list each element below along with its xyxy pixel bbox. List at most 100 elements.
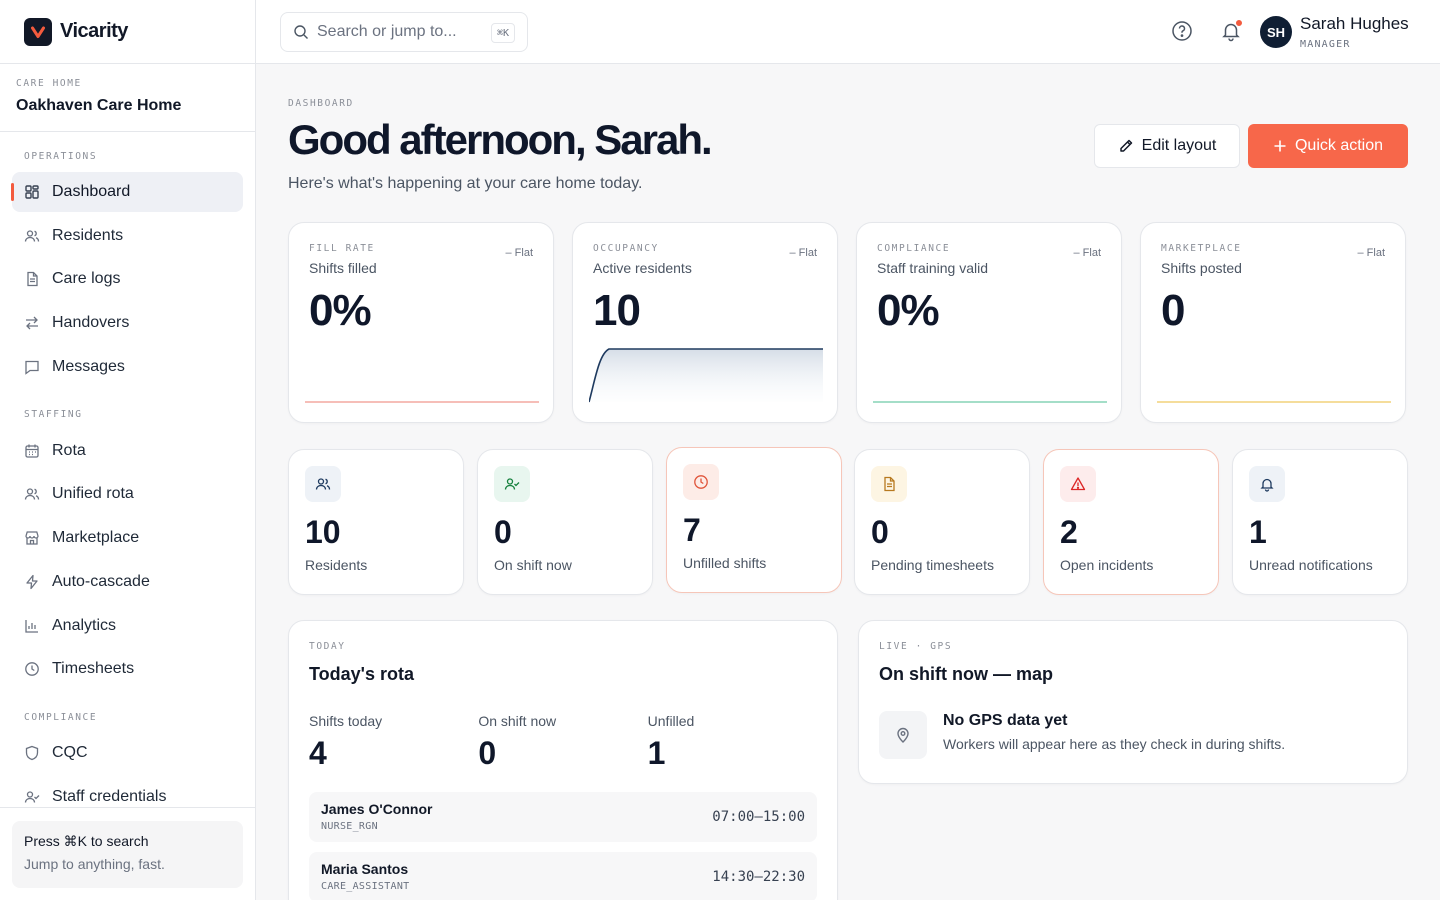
stat-card-residents[interactable]: 10 Residents	[288, 449, 464, 595]
stat-label: Pending timesheets	[871, 557, 994, 573]
edit-layout-button[interactable]: Edit layout	[1094, 124, 1240, 168]
shift-worker-name: James O'Connor	[321, 801, 433, 817]
search-shortcut-tip[interactable]: Press ⌘K to search Jump to anything, fas…	[12, 821, 243, 888]
message-icon	[24, 359, 40, 375]
page-eyebrow: DASHBOARD	[288, 98, 354, 109]
bell-icon[interactable]	[1220, 19, 1243, 42]
kpi-label: Staff training valid	[877, 260, 989, 276]
sidebar-footer: Press ⌘K to search Jump to anything, fas…	[0, 807, 255, 900]
shift-row[interactable]: James O'Connor NURSE_RGN 07:00–15:00	[309, 792, 817, 842]
stat-value: 7	[683, 512, 701, 548]
care-home-name: Oakhaven Care Home	[16, 97, 182, 114]
kpi-value: 0%	[309, 286, 372, 335]
sidebar-item-unified-rota[interactable]: Unified rota	[12, 474, 243, 514]
kpi-label: Shifts posted	[1161, 260, 1242, 276]
topbar: ⌘K SH Sarah Hughes MANAGER	[256, 0, 1440, 64]
shift-worker-name: Maria Santos	[321, 861, 409, 877]
kpi-trend-badge: – Flat	[789, 247, 817, 259]
rota-stat-unfilled: Unfilled 1	[648, 713, 817, 772]
nav-section-title-text: COMPLIANCE	[24, 711, 98, 723]
shift-row[interactable]: Maria Santos CARE_ASSISTANT 14:30–22:30	[309, 852, 817, 900]
kpi-eyebrow: OCCUPANCY	[593, 243, 659, 254]
notification-dot	[1235, 19, 1243, 27]
kpi-card-compliance[interactable]: COMPLIANCE Staff training valid 0% – Fla…	[856, 222, 1122, 423]
avatar[interactable]: SH	[1260, 16, 1292, 48]
sidebar-item-label: Dashboard	[52, 183, 131, 200]
sidebar-item-rota[interactable]: Rota	[12, 431, 243, 471]
sidebar-item-timesheets[interactable]: Timesheets	[12, 649, 243, 689]
sidebar-item-dashboard[interactable]: Dashboard	[11, 172, 243, 212]
panel-title: On shift now — map	[879, 664, 1053, 684]
kpi-card-occupancy[interactable]: OCCUPANCY Active residents 10 – Flat	[572, 222, 838, 423]
nav-section-title-text: OPERATIONS	[24, 150, 98, 162]
stat-card-open-incidents[interactable]: 2 Open incidents	[1043, 449, 1219, 595]
sidebar-item-handovers[interactable]: Handovers	[12, 303, 243, 343]
document-icon	[24, 271, 40, 287]
rota-stat-label: Shifts today	[309, 713, 383, 729]
search-input[interactable]	[317, 23, 477, 41]
quick-action-button[interactable]: Quick action	[1248, 124, 1408, 168]
rota-stat-value: 4	[309, 735, 327, 771]
sidebar-item-label: CQC	[52, 744, 88, 762]
stat-value: 1	[1249, 514, 1267, 550]
brand-name: Vicarity	[60, 20, 128, 42]
gps-empty-state: No GPS data yet Workers will appear here…	[879, 711, 1387, 759]
kpi-value: 0%	[877, 286, 940, 335]
kpi-sparkline	[873, 401, 1107, 403]
rota-stat-on-shift: On shift now 0	[478, 713, 647, 772]
stat-label: Open incidents	[1060, 557, 1154, 573]
stat-label: Unread notifications	[1249, 557, 1373, 573]
brand[interactable]: Vicarity	[0, 0, 255, 64]
shift-worker-role: CARE_ASSISTANT	[321, 881, 410, 892]
search-shortcut-badge: ⌘K	[490, 23, 515, 43]
nav-staffing: STAFFING Rota Unified rota Marketplace A…	[0, 403, 255, 689]
bar-chart-icon	[24, 618, 40, 634]
nav-compliance: COMPLIANCE CQC Staff credentials	[0, 705, 255, 817]
search-box[interactable]: ⌘K	[280, 12, 528, 52]
sidebar-item-cqc[interactable]: CQC	[12, 733, 243, 773]
lightning-icon	[24, 574, 40, 590]
rota-stat-label: On shift now	[478, 713, 557, 729]
stat-card-unfilled-shifts[interactable]: 7 Unfilled shifts	[666, 447, 842, 593]
sidebar-item-messages[interactable]: Messages	[12, 347, 243, 387]
edit-layout-label: Edit layout	[1141, 137, 1217, 154]
help-icon[interactable]	[1171, 20, 1193, 42]
user-name[interactable]: Sarah Hughes	[1300, 14, 1409, 33]
stat-card-on-shift[interactable]: 0 On shift now	[477, 449, 653, 595]
panel-eyebrow: LIVE · GPS	[879, 641, 953, 652]
kpi-card-fill-rate[interactable]: FILL RATE Shifts filled 0% – Flat	[288, 222, 554, 423]
stat-label: On shift now	[494, 557, 572, 573]
kpi-card-marketplace[interactable]: MARKETPLACE Shifts posted 0 – Flat	[1140, 222, 1406, 423]
clock-icon	[683, 464, 719, 500]
nav-operations: OPERATIONS Dashboard Residents Care logs…	[0, 144, 255, 387]
page-subtitle: Here's what's happening at your care hom…	[288, 175, 643, 192]
stat-card-unread-notifications[interactable]: 1 Unread notifications	[1232, 449, 1408, 595]
sidebar-item-label: Residents	[52, 226, 124, 244]
kpi-eyebrow: FILL RATE	[309, 243, 375, 254]
stat-label: Unfilled shifts	[683, 555, 767, 571]
store-icon	[24, 530, 40, 546]
care-home-switcher[interactable]: CARE HOME Oakhaven Care Home	[0, 64, 255, 132]
live-gps-map-panel: LIVE · GPS On shift now — map No GPS dat…	[858, 620, 1408, 784]
rota-stats: Shifts today 4 On shift now 0 Unfilled 1	[309, 713, 817, 772]
sidebar-item-auto-cascade[interactable]: Auto-cascade	[12, 562, 243, 602]
sidebar-item-residents[interactable]: Residents	[12, 216, 243, 256]
sidebar: Vicarity CARE HOME Oakhaven Care Home OP…	[0, 0, 256, 900]
sidebar-item-staff-credentials[interactable]: Staff credentials	[12, 777, 243, 817]
grid-icon	[24, 184, 40, 200]
sidebar-item-marketplace[interactable]: Marketplace	[12, 518, 243, 558]
nav-section-title: STAFFING	[12, 403, 243, 427]
kpi-trend-badge: – Flat	[1073, 247, 1101, 259]
gps-empty-title: No GPS data yet	[943, 712, 1068, 729]
sidebar-item-label: Analytics	[52, 616, 117, 634]
stat-card-pending-timesheets[interactable]: 0 Pending timesheets	[854, 449, 1030, 595]
sidebar-item-analytics[interactable]: Analytics	[12, 606, 243, 646]
shift-time: 07:00–15:00	[712, 809, 805, 825]
gps-empty-description: Workers will appear here as they check i…	[943, 736, 1286, 752]
sidebar-item-care-logs[interactable]: Care logs	[12, 259, 243, 299]
rota-stat-value: 1	[647, 735, 666, 771]
kpi-label: Active residents	[593, 260, 692, 276]
nav-section-title: COMPLIANCE	[12, 705, 243, 729]
stat-value: 10	[305, 514, 341, 550]
kpi-label: Shifts filled	[309, 260, 377, 276]
